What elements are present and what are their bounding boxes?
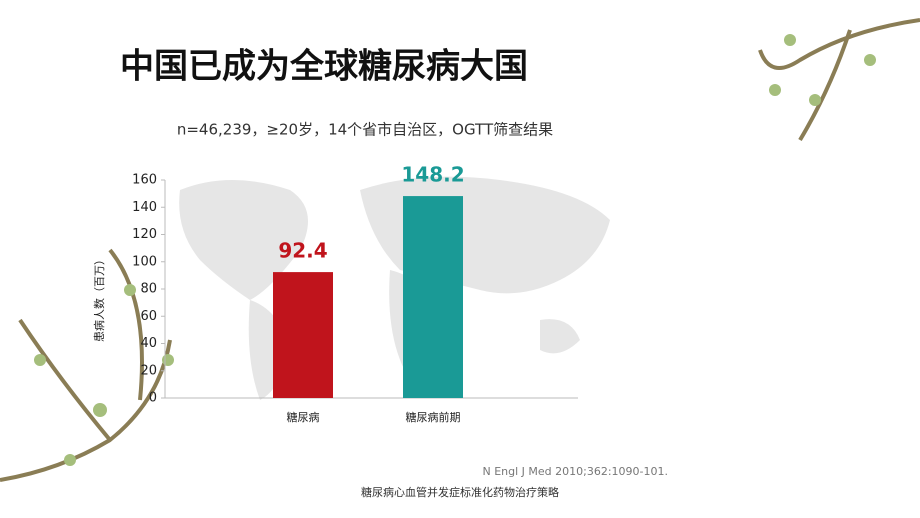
bar — [403, 196, 463, 398]
bar — [273, 272, 333, 398]
y-tick-label: 20 — [140, 363, 157, 378]
y-tick-label: 0 — [149, 391, 157, 406]
y-tick-label: 60 — [140, 309, 157, 324]
branch-decoration — [0, 18, 920, 482]
y-tick-label: 120 — [132, 227, 157, 242]
footer: 糖尿病心血管并发症标准化药物治疗策略 — [361, 485, 559, 499]
value-label: 148.2 — [401, 163, 464, 187]
x-tick-label: 糖尿病前期 — [406, 410, 461, 424]
title: 中国已成为全球糖尿病大国 — [120, 47, 528, 87]
y-tick-label: 140 — [132, 200, 157, 215]
source: N Engl J Med 2010;362:1090-101. — [482, 465, 668, 478]
y-axis-label: 患病人数（百万） — [92, 254, 106, 342]
value-label: 92.4 — [278, 239, 327, 263]
subtitle: n=46,239，≥20岁，14个省市自治区，OGTT筛查结果 — [177, 121, 553, 139]
y-tick-label: 160 — [132, 173, 157, 188]
y-tick-label: 100 — [132, 254, 157, 269]
y-tick-label: 40 — [140, 336, 157, 351]
y-tick-label: 80 — [140, 282, 157, 297]
x-tick-label: 糖尿病 — [287, 410, 320, 424]
